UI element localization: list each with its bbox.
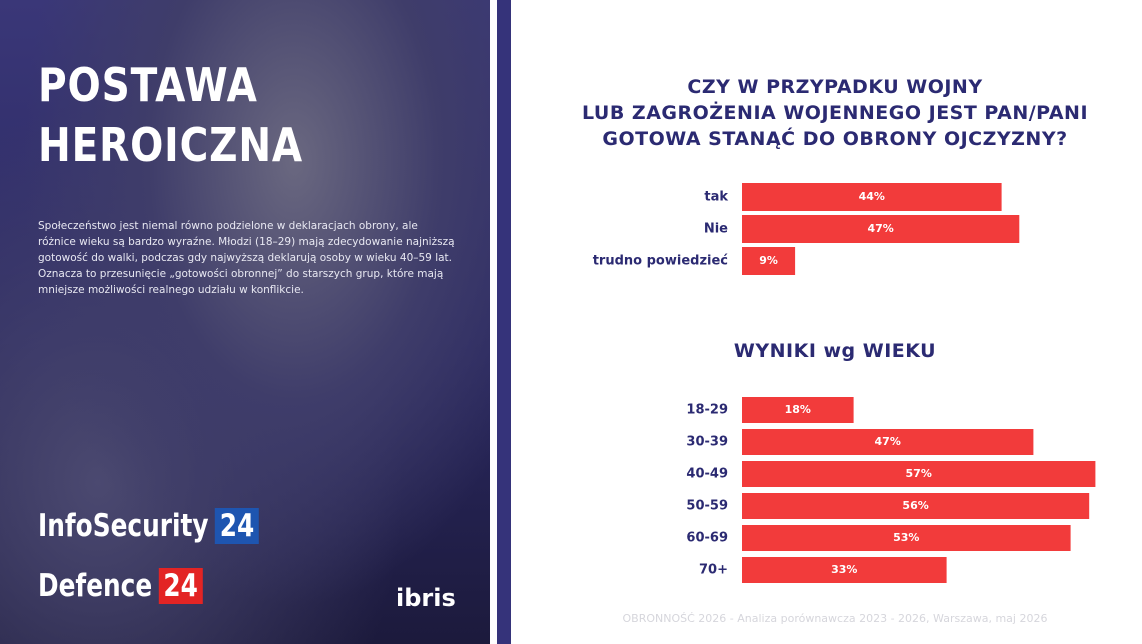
value-label: 33% <box>831 563 857 576</box>
value-label: 57% <box>906 467 932 480</box>
logo-badge: 24 <box>158 568 203 604</box>
chart-title: WYNIKI wg WIEKU <box>733 340 937 362</box>
value-label: 47% <box>867 222 893 235</box>
category-label: 50-59 <box>686 499 728 514</box>
value-label: 53% <box>893 531 919 544</box>
value-label: 9% <box>759 254 778 267</box>
logo-text: Defence <box>38 568 153 604</box>
category-label: 40-49 <box>686 467 728 482</box>
logo-text: InfoSecurity <box>38 508 209 544</box>
panel-title: POSTAWA <box>38 58 258 112</box>
bar <box>742 397 854 423</box>
category-label: Nie <box>704 222 728 237</box>
panel-text: Społeczeństwo jest niemal równo podzielo… <box>38 220 455 296</box>
bar <box>742 247 796 275</box>
footer: OBRONNOŚĆ 2026 - Analiza porównawcza 202… <box>622 612 1048 625</box>
logo: Defence 24 <box>38 568 203 604</box>
category-label: 60-69 <box>686 531 728 546</box>
value-label: 47% <box>875 435 901 448</box>
category-label: tak <box>704 190 728 205</box>
bar <box>742 461 1096 487</box>
logo-badge: 24 <box>214 508 260 544</box>
bar <box>742 493 1090 519</box>
value-label: 56% <box>902 499 928 512</box>
bar <box>742 183 1002 211</box>
bar <box>742 429 1034 455</box>
category-label: trudno powiedzieć <box>593 254 729 269</box>
stripe <box>497 0 511 644</box>
value-label: 44% <box>859 190 885 203</box>
left-panel: POSTAWA HEROICZNA Społeczeństwo jest nie… <box>0 0 490 644</box>
logo: InfoSecurity 24 <box>38 508 260 544</box>
value-label: 18% <box>785 403 811 416</box>
bar <box>742 215 1020 243</box>
category-label: 18-29 <box>686 403 728 418</box>
chart-title: CZY W PRZYPADKU WOJNY LUB ZAGROŻENIA WOJ… <box>581 76 1089 150</box>
panel-title: HEROICZNA <box>38 118 304 172</box>
logo: ibris <box>396 584 456 612</box>
bar <box>742 557 947 583</box>
bar <box>742 525 1071 551</box>
category-label: 70+ <box>699 563 728 578</box>
category-label: 30-39 <box>686 435 728 450</box>
